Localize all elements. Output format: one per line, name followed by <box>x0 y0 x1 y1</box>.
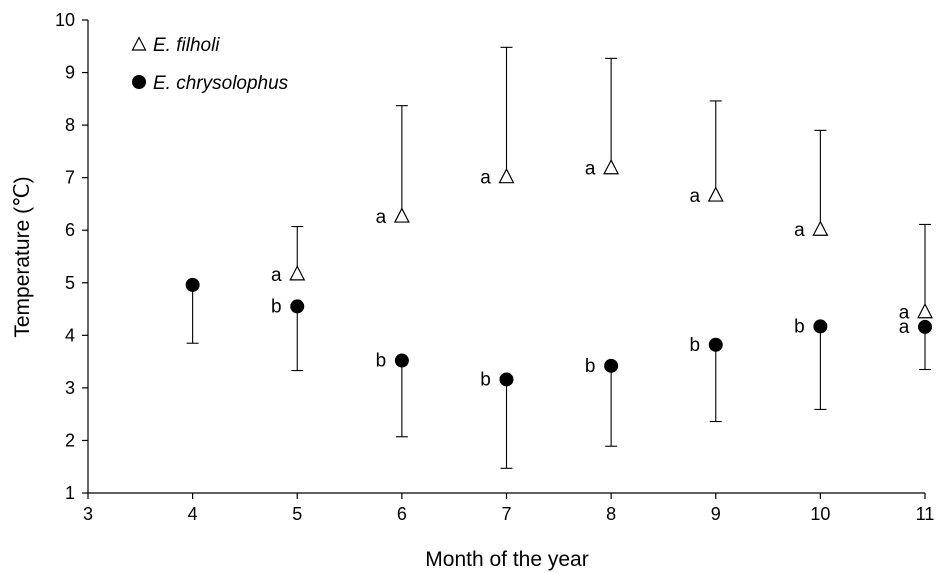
data-point-triangle <box>917 302 933 319</box>
significance-label: a <box>480 168 491 189</box>
legend-label-e-filholi: E. filholi <box>153 35 220 56</box>
significance-label: b <box>689 335 700 356</box>
y-tick-label: 8 <box>65 115 75 135</box>
x-tick-label: 3 <box>83 504 93 524</box>
x-tick-label: 9 <box>711 504 721 524</box>
data-point-circle <box>708 337 723 352</box>
data-point-circle <box>499 372 514 387</box>
data-point-circle <box>290 299 305 314</box>
y-tick-label: 6 <box>65 220 75 240</box>
y-tick-label: 10 <box>55 10 75 30</box>
data-point-triangle <box>707 186 724 202</box>
y-axis-title: Temperature (℃) <box>11 176 34 337</box>
significance-label: b <box>376 351 387 372</box>
legend-label-e-chrysolophus: E. chrysolophus <box>153 73 289 94</box>
legend: E. filholi E. chrysolophus <box>131 35 289 94</box>
x-tick-label: 6 <box>397 504 407 524</box>
data-point-triangle <box>289 265 306 281</box>
data-point-circle <box>394 353 409 368</box>
y-tick-label: 2 <box>65 430 75 450</box>
significance-label: b <box>480 369 491 390</box>
axes: 1 2 3 4 5 6 7 8 9 10 3 4 5 6 7 8 9 10 11 <box>55 10 934 524</box>
significance-label: b <box>585 356 596 377</box>
data-point-triangle <box>812 220 829 236</box>
x-axis-title: Month of the year <box>425 548 588 571</box>
x-tick-label: 7 <box>501 504 511 524</box>
significance-label: a <box>271 265 282 286</box>
data-point-triangle <box>393 207 410 223</box>
legend-circle-marker <box>132 75 146 89</box>
x-tick-label: 10 <box>810 504 830 524</box>
y-tick-label: 4 <box>65 325 75 345</box>
significance-label: a <box>899 317 910 338</box>
significance-label: b <box>794 316 805 337</box>
x-tick-label: 11 <box>916 504 935 524</box>
y-tick-label: 7 <box>65 168 75 188</box>
data-point-circle <box>604 358 619 373</box>
y-tick-label: 5 <box>65 273 75 293</box>
significance-label: a <box>689 186 700 207</box>
significance-label: a <box>585 159 596 180</box>
series-1: b b b b b b a <box>185 277 932 469</box>
legend-triangle-marker <box>131 36 147 51</box>
data-point-circle <box>813 319 828 334</box>
significance-label: a <box>899 303 910 324</box>
y-tick-label: 1 <box>65 483 75 503</box>
y-tick-label: 3 <box>65 378 75 398</box>
x-tick-label: 4 <box>188 504 198 524</box>
significance-label: b <box>271 296 282 317</box>
series-0: a a a a a a a <box>271 46 933 324</box>
data-point-triangle <box>603 158 620 175</box>
x-tick-label: 5 <box>292 504 302 524</box>
data-point-circle <box>185 277 200 292</box>
significance-label: a <box>794 220 805 241</box>
data-point-triangle <box>498 167 515 184</box>
x-tick-label: 8 <box>606 504 616 524</box>
data-point-circle <box>918 319 932 334</box>
significance-label: a <box>376 207 387 228</box>
y-tick-label: 9 <box>65 63 75 83</box>
